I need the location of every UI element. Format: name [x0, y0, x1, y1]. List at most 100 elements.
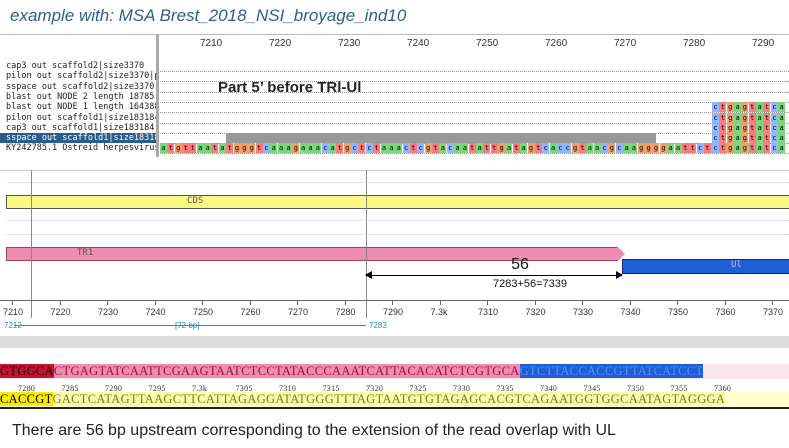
nucleotide: a	[307, 143, 314, 154]
axis-tick-label: 7270	[288, 307, 309, 317]
nucleotide: c	[615, 143, 623, 154]
sequence-strip: GTGGCACTGAGTATCAATTCGAAGTAATCTCCTATACCCA…	[0, 364, 789, 414]
nucleotide: t	[763, 112, 771, 123]
nucleotide: t	[748, 122, 756, 133]
nucleotide: g	[741, 143, 749, 154]
ul-feature[interactable]: Ul	[622, 259, 789, 274]
alignment-row	[160, 82, 789, 93]
nucleotide: a	[439, 143, 447, 154]
nucleotide: a	[778, 112, 786, 123]
sequence-tick-label: 7290	[105, 384, 123, 391]
nucleotide: a	[630, 143, 638, 154]
selection-length: [72 bp]	[175, 321, 200, 330]
nucleotide: a	[160, 143, 167, 154]
nucleotide: a	[734, 122, 742, 133]
footer-caption: There are 56 bp upstream corresponding t…	[12, 422, 616, 439]
nucleotide: a	[454, 143, 461, 154]
axis-tick-label: 7310	[478, 307, 499, 317]
nucleotide: g	[741, 122, 749, 133]
ruler-tick-label: 7240	[407, 38, 430, 49]
sequence-tick-label: 7360	[714, 384, 732, 391]
tr1-label: TR1	[77, 248, 94, 258]
nucleotide: a	[270, 143, 278, 154]
sequence-name[interactable]: KY242785.1 Ostreid herpesvirus 1	[6, 143, 156, 154]
nucleotide: t	[719, 133, 727, 144]
nucleotide: t	[719, 102, 727, 113]
sequence-name[interactable]: cap3 out scaffold1|size183184	[6, 122, 155, 133]
sequence-name[interactable]: cap3 out scaffold2|size3370	[6, 61, 145, 71]
nucleotide: g	[726, 122, 734, 133]
nucleotide: a	[277, 143, 285, 154]
genome-view-top-strip	[0, 158, 789, 171]
ruler-tick-label: 7230	[338, 38, 361, 49]
axis-tick-label: 7290	[383, 307, 404, 317]
tr1-feature[interactable]: TR1	[6, 247, 618, 261]
nucleotide: t	[373, 143, 381, 154]
tr1-arrow-head	[617, 246, 625, 262]
axis-tick	[249, 301, 251, 305]
axis-tick-label: 7220	[50, 307, 71, 317]
selection-start: 7212	[4, 321, 22, 330]
axis-tick-label: 7210	[3, 307, 24, 317]
axis-tick	[629, 301, 631, 305]
sequence-name[interactable]: sspace out scaffold1|size183184	[0, 133, 156, 144]
msa-ruler: 7210 7220 7230 7240 7250 7260 7270 7280 7290	[160, 35, 789, 57]
nucleotide: c	[712, 122, 719, 133]
nucleotide: c	[262, 143, 270, 154]
sequence-tick-label: 7335	[496, 384, 514, 391]
sequence-name-list[interactable]: cap3 out scaffold2|size3370 pilon out sca…	[0, 35, 159, 157]
nucleotide: c	[417, 143, 425, 154]
axis-tick-label: 7230	[98, 307, 119, 317]
nucleotide: a	[586, 143, 594, 154]
nucleotide: a	[734, 143, 742, 154]
nucleotide: a	[520, 143, 528, 154]
nucleotide: t	[336, 143, 344, 154]
ruler-tick-label: 7260	[545, 38, 568, 49]
nucleotide: t	[534, 143, 542, 154]
axis-tick	[202, 301, 203, 305]
nucleotide: c	[556, 143, 564, 154]
ul-label: Ul	[731, 260, 742, 270]
axis-tick-label: 7250	[193, 307, 214, 317]
cds-feature[interactable]: CDS	[6, 195, 789, 209]
nucleotide: c	[446, 143, 454, 154]
sequence-tick-label: 7320	[366, 384, 384, 391]
nucleotide: c	[770, 102, 778, 113]
msa-panel: cap3 out scaffold2|size3370 pilon out sca…	[0, 34, 789, 157]
sequence-name[interactable]: blast out NODE 2 length 18785 c	[6, 91, 156, 102]
nucleotide: a	[505, 143, 513, 154]
sequence-tick-label: 7325	[409, 384, 427, 391]
nucleotide: g	[292, 143, 300, 154]
axis-tick-label: 7240	[145, 307, 166, 317]
nucleotide: a	[204, 143, 212, 154]
nucleotide: c	[770, 143, 778, 154]
axis-tick	[297, 301, 298, 305]
nucleotide: g	[608, 143, 616, 154]
sequence-name[interactable]: pilon out scaffold1|size183184|pil	[6, 112, 156, 123]
ruler-tick-label: 7210	[200, 38, 223, 49]
ruler-tick-label: 7270	[614, 38, 637, 49]
sequence-name[interactable]: sspace out scaffold2|size3370	[6, 81, 155, 92]
nucleotide: a	[756, 102, 764, 113]
nucleotide: g	[652, 143, 660, 154]
nucleotide: c	[542, 143, 550, 154]
nucleotide: a	[299, 143, 307, 154]
forward-red-segment: GTGGCA	[0, 364, 54, 378]
genome-view-scrollbar[interactable]	[0, 336, 789, 348]
nucleotide: a	[734, 102, 742, 113]
nucleotide: g	[343, 143, 351, 154]
gap-double-arrow	[365, 271, 623, 279]
nucleotide: g	[726, 133, 734, 144]
nucleotide: a	[395, 143, 403, 154]
nucleotide: c	[712, 133, 719, 144]
sequence-name[interactable]: blast out NODE 1 length 164388	[6, 102, 156, 113]
slide-title: example with: MSA Brest_2018_NSI_broyage…	[10, 6, 407, 25]
axis-tick	[344, 301, 346, 305]
alignment-row	[160, 102, 789, 114]
axis-tick	[582, 301, 583, 305]
nucleotide: t	[763, 133, 771, 144]
nucleotide: c	[770, 112, 778, 123]
sequence-name[interactable]: pilon out scaffold2|size3370|pilon	[6, 71, 156, 82]
track-divider	[6, 182, 789, 183]
gap-sum-label: 7283+56=7339	[492, 278, 568, 290]
